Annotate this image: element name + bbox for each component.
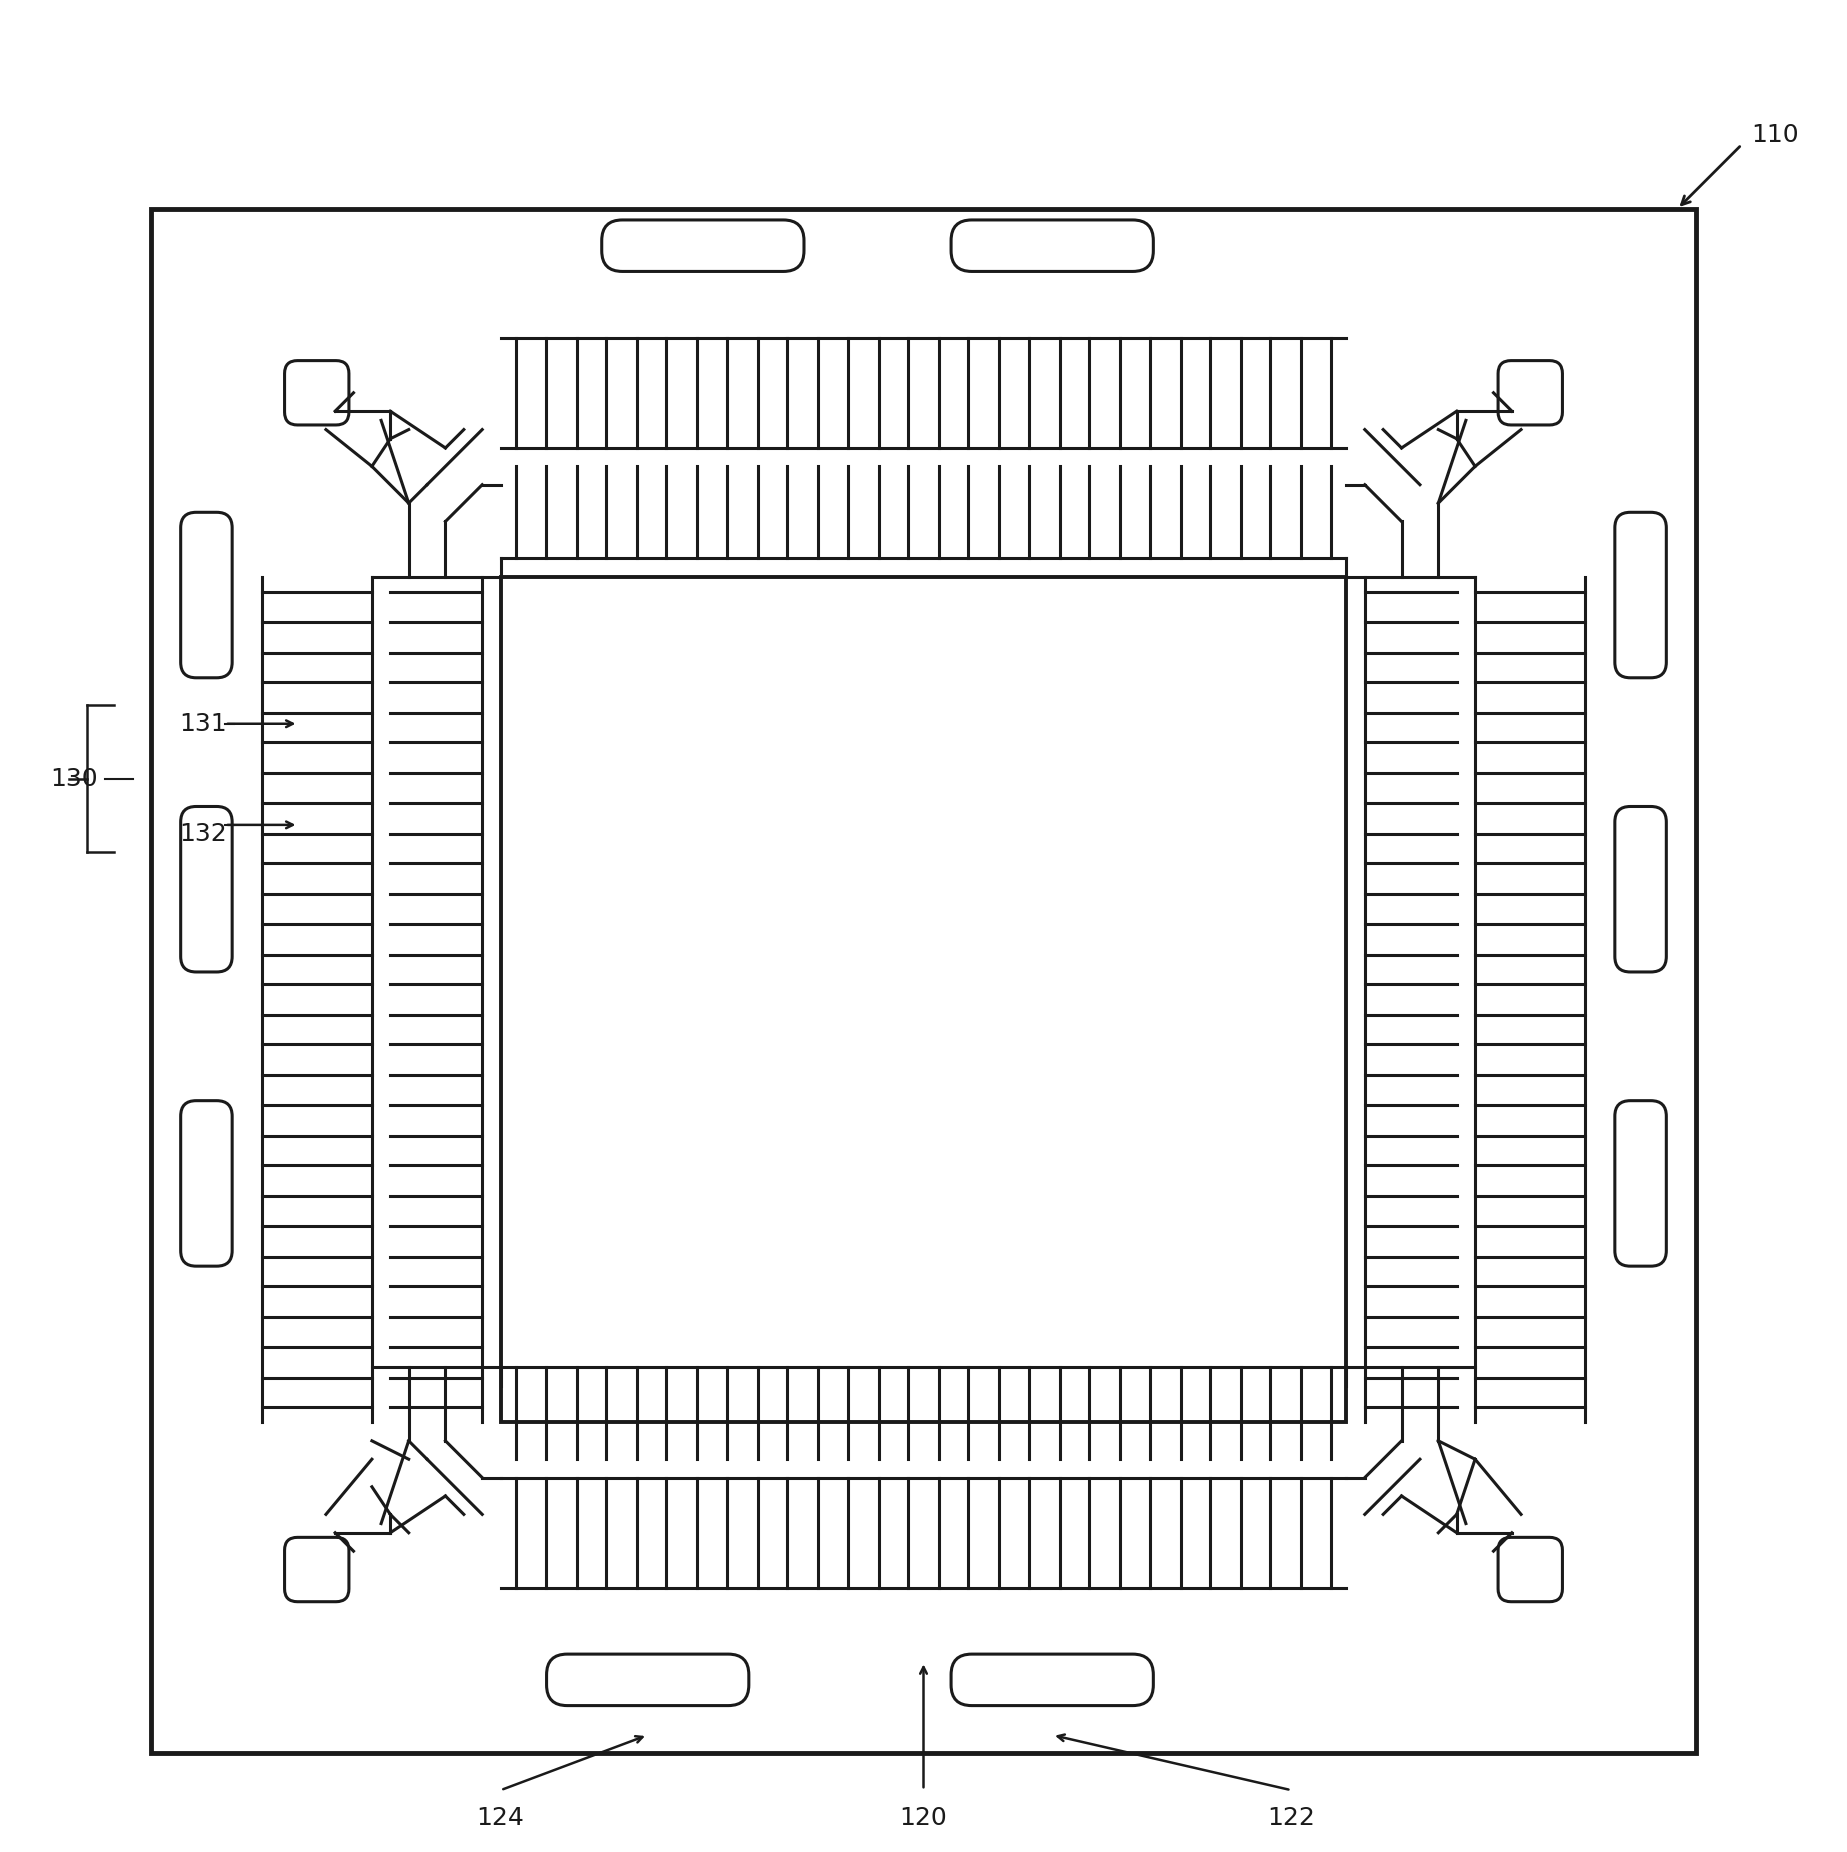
Bar <box>501 576 1346 1422</box>
Text: 110: 110 <box>1751 124 1799 148</box>
Text: 132: 132 <box>179 822 227 846</box>
Text: 124: 124 <box>477 1806 525 1830</box>
Text: 122: 122 <box>1267 1806 1315 1830</box>
Text: 131: 131 <box>179 711 227 735</box>
Text: 130: 130 <box>50 767 98 791</box>
Text: 120: 120 <box>899 1806 948 1830</box>
Bar <box>151 209 1696 1754</box>
